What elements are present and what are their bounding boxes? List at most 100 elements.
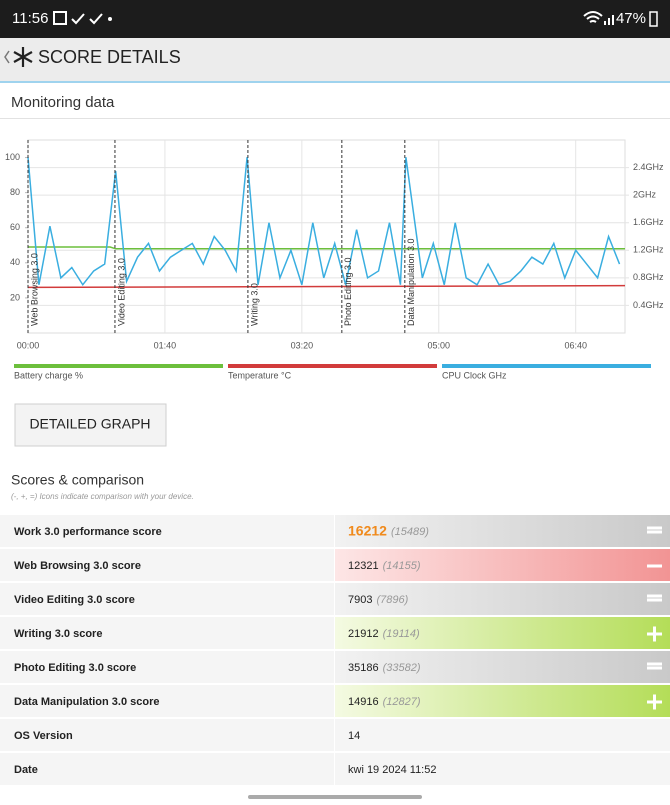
series-line <box>28 246 625 250</box>
row-label: Date <box>14 764 38 776</box>
legend-swatch <box>14 364 223 368</box>
legend-swatch <box>442 364 651 368</box>
icon-bar <box>647 662 662 666</box>
row-score: kwi 19 2024 11:52 <box>348 764 436 776</box>
row-value-cell <box>335 617 670 649</box>
test-marker-label: Video Editing 3.0 <box>116 258 126 326</box>
icon-bar <box>647 594 662 598</box>
x-tick-label: 01:40 <box>154 340 177 350</box>
x-tick-label: 06:40 <box>564 340 587 350</box>
row-label-cell <box>0 617 334 649</box>
row-label: Work 3.0 performance score <box>14 526 162 538</box>
app-bar <box>0 38 670 82</box>
row-comparison: (33582) <box>383 662 421 674</box>
y-tick-label: 60 <box>10 222 20 232</box>
y-tick-label: 100 <box>5 152 20 162</box>
row-value-cell <box>335 753 670 785</box>
y-tick-label: 40 <box>10 257 20 267</box>
row-label: Web Browsing 3.0 score <box>14 560 141 572</box>
status-icon <box>108 17 112 21</box>
series-line <box>27 284 626 289</box>
test-marker-label: Photo Editing 3.0 <box>343 257 353 326</box>
y2-tick-label: 2.4GHz <box>633 162 664 172</box>
icon-bar <box>647 666 662 670</box>
row-comparison: (15489) <box>391 526 429 538</box>
battery-icon <box>649 11 658 27</box>
row-value-cell <box>335 719 670 751</box>
row-label: Video Editing 3.0 score <box>14 594 135 606</box>
row-label-cell <box>0 583 334 615</box>
row-label-cell <box>0 719 334 751</box>
status-icon <box>71 13 103 25</box>
y2-tick-label: 0.4GHz <box>633 300 664 310</box>
y2-tick-label: 1.6GHz <box>633 217 664 227</box>
row-score: 7903 <box>348 594 372 606</box>
wifi-icon <box>583 11 603 23</box>
icon-bar <box>647 526 662 530</box>
detailed-graph-button[interactable] <box>14 403 167 447</box>
row-comparison: (14155) <box>383 560 421 572</box>
test-marker-label: Data Manipulation 3.0 <box>406 238 416 326</box>
legend-label: CPU Clock GHz <box>442 370 507 380</box>
y2-tick-label: 1.2GHz <box>633 245 664 255</box>
icon-bar <box>653 626 656 642</box>
y2-tick-label: 0.8GHz <box>633 272 664 282</box>
row-score: 12321 <box>348 560 379 572</box>
test-marker-label: Writing 3.0 <box>249 283 259 326</box>
divider <box>0 118 670 119</box>
icon-bar <box>647 530 662 534</box>
row-value-cell <box>335 685 670 717</box>
legend-swatch <box>228 364 437 368</box>
scores-table: Work 3.0 performance score 16212 (15489) We… <box>0 515 670 785</box>
x-tick-label: 03:20 <box>291 340 314 350</box>
row-label-cell <box>0 515 334 547</box>
button-label[interactable]: DETAILED GRAPH <box>29 416 150 432</box>
scores-title: Scores & comparison <box>11 472 144 488</box>
icon-bar <box>647 598 662 602</box>
row-value-cell <box>335 583 670 615</box>
scores-note: (-, +, =) Icons indicate comparison with… <box>11 492 194 501</box>
section-title: Monitoring data <box>11 94 115 111</box>
row-label-cell <box>0 685 334 717</box>
row-score: 21912 <box>348 628 379 640</box>
y2-tick-label: 2GHz <box>633 190 657 200</box>
status-icon <box>53 11 67 25</box>
row-comparison: (12827) <box>383 696 421 708</box>
legend-label: Battery charge % <box>14 370 83 380</box>
row-label: Photo Editing 3.0 score <box>14 662 136 674</box>
app-bar-border <box>0 81 670 83</box>
row-score: 35186 <box>348 662 379 674</box>
back-button[interactable] <box>4 50 10 64</box>
logo <box>13 47 33 67</box>
home-indicator <box>248 795 422 799</box>
icon-bar <box>647 564 662 568</box>
row-comparison: (19114) <box>383 628 420 640</box>
row-score: 14 <box>348 730 360 742</box>
row-label-cell <box>0 651 334 683</box>
status-battery: 47% <box>616 10 646 27</box>
row-label: OS Version <box>14 730 73 742</box>
series-line <box>27 157 621 287</box>
row-label: Data Manipulation 3.0 score <box>14 696 159 708</box>
monitoring-chart: 00:00 01:40 03:20 05:00 06:40 20 40 60 80 100 0.4G… <box>5 139 664 380</box>
row-value-cell <box>335 549 670 581</box>
x-tick-label: 05:00 <box>428 340 451 350</box>
row-label: Writing 3.0 score <box>14 628 102 640</box>
row-value-cell <box>335 515 670 547</box>
test-marker-label: Web Browsing 3.0 <box>29 253 39 326</box>
row-comparison: (7896) <box>376 594 408 606</box>
y-tick-label: 20 <box>10 292 20 302</box>
status-time: 11:56 <box>12 10 48 27</box>
y-tick-label: 80 <box>10 187 20 197</box>
row-value-cell <box>335 651 670 683</box>
row-score: 16212 <box>348 523 387 539</box>
row-score: 14916 <box>348 696 379 708</box>
icon-bar <box>653 694 656 710</box>
app-title: SCORE DETAILS <box>38 47 181 67</box>
x-tick-label: 00:00 <box>17 340 40 350</box>
row-label-cell <box>0 549 334 581</box>
status-bar <box>0 0 670 38</box>
